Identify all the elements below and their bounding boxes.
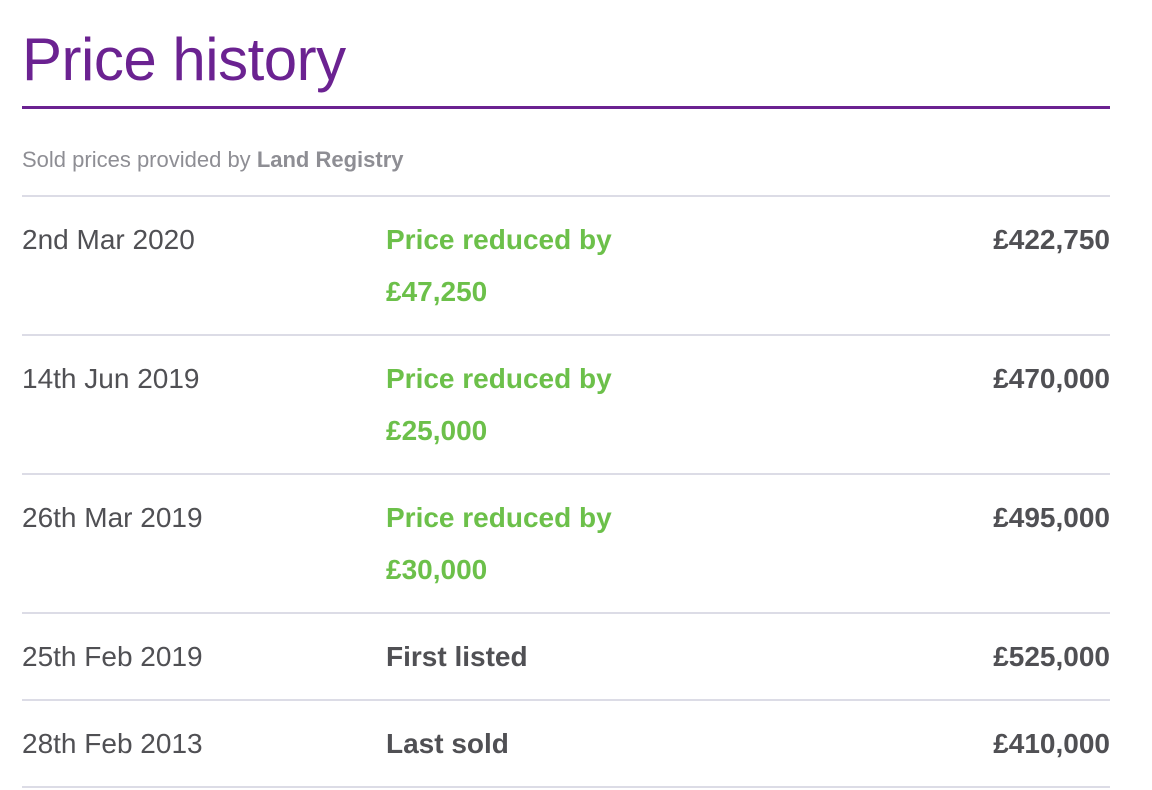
price: £470,000 (993, 363, 1110, 394)
subtitle-text: Sold prices provided by (22, 147, 251, 172)
date: 28th Feb 2013 (22, 728, 203, 759)
source: Land Registry (256, 147, 404, 172)
event: Price reduced by £25,000 (386, 363, 612, 446)
table-row: 25th Feb 2019 First listed £525,000 (22, 614, 1110, 701)
table: 2nd Mar 2020 Price reduced by £47,250 £422… (22, 197, 1110, 788)
table-row: 14th Jun 2019 Price reduced by £25,000 £47… (22, 336, 1110, 475)
table-row: 28th Feb 2013 Last sold £410,000 (22, 701, 1110, 788)
date: 26th Mar 2019 (22, 502, 203, 533)
date: 14th Jun 2019 (22, 363, 200, 394)
event: Price reduced by £30,000 (386, 502, 612, 585)
price: £525,000 (993, 641, 1110, 672)
table-row: 2nd Mar 2020 Price reduced by £47,250 £422… (22, 197, 1110, 336)
price: £422,750 (993, 224, 1110, 255)
table-row: 26th Mar 2019 Price reduced by £30,000 £49… (22, 475, 1110, 614)
subtitle: Sold prices provided by Land Registry (22, 148, 1110, 197)
price-history: Price history Sold prices provided by La… (22, 0, 1110, 788)
event: Price reduced by £47,250 (386, 224, 612, 307)
date: 2nd Mar 2020 (22, 224, 195, 255)
price: £410,000 (993, 728, 1110, 759)
title: Price history (22, 0, 1110, 109)
event: Last sold (386, 728, 509, 759)
price: £495,000 (993, 502, 1110, 533)
event: First listed (386, 641, 528, 672)
date: 25th Feb 2019 (22, 641, 203, 672)
